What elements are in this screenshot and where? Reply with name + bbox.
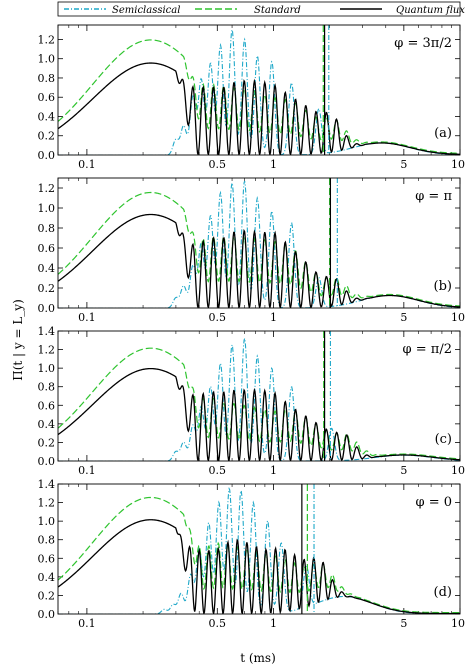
x-tick-label: 10 [451, 464, 465, 477]
y-tick-label: 0.4 [38, 418, 56, 431]
y-tick-label: 0.2 [38, 589, 56, 602]
legend-label-3: Quantum flux [396, 5, 465, 16]
x-tick-label: 10 [451, 311, 465, 324]
legend-label-2: Standard [254, 5, 301, 16]
y-tick-label: 0.8 [38, 222, 56, 235]
legend: Semiclassical Standard Quantum flux [57, 1, 465, 17]
x-tick-label: 0.1 [78, 617, 96, 630]
series-quantum-flux [58, 213, 460, 308]
panel-frame [57, 24, 461, 156]
y-tick-label: 1.0 [38, 515, 56, 528]
y-tick-label: 0.6 [38, 552, 56, 565]
mean-lines [301, 484, 315, 614]
curves [58, 487, 460, 614]
panel-frame [57, 177, 461, 309]
y-tick-label: 0.2 [38, 282, 56, 295]
y-tick-label: 0.6 [38, 399, 56, 412]
panel-0: 0.1 0.5 1 5 10 0.0 0.2 0.4 0.6 0.8 1.0 1.2 φ = 3π/2 (… [38, 24, 465, 171]
series-quantum-flux [58, 62, 460, 155]
y-tick-label: 0.8 [38, 534, 56, 547]
axis-ticks: 0.1 0.5 1 5 10 0.0 0.2 0.4 0.6 0.8 1.0 1.2 [38, 178, 465, 324]
y-tick-label: 0.8 [38, 72, 56, 85]
x-tick-label: 1 [270, 311, 277, 324]
series-quantum-flux [58, 367, 460, 461]
y-tick-label: 0.0 [38, 302, 56, 315]
curves [58, 338, 460, 461]
y-tick-label: 0.2 [38, 130, 56, 143]
x-tick-label: 5 [400, 158, 407, 171]
y-tick-label: 1.2 [38, 344, 56, 357]
y-tick-label: 0.4 [38, 110, 56, 123]
series-semiclassical [58, 338, 460, 461]
x-tick-label: 1 [270, 464, 277, 477]
x-tick-label: 10 [451, 617, 465, 630]
legend-label-1: Semiclassical [112, 5, 180, 16]
y-tick-label: 1.2 [38, 33, 56, 46]
series-standard [58, 191, 460, 307]
curves [58, 29, 460, 155]
mean-lines [329, 178, 338, 308]
y-tick-label: 0.6 [38, 242, 56, 255]
y-tick-label: 1.2 [38, 182, 56, 195]
x-tick-label: 0.1 [78, 464, 96, 477]
panel-2: 0.1 0.5 1 5 10 0.0 0.2 0.4 0.6 0.8 1.0 1.2 1.4 φ = π/… [38, 325, 466, 477]
y-tick-label: 0.4 [38, 571, 56, 584]
y-tick-label: 0.8 [38, 381, 56, 394]
panel-3: 0.1 0.5 1 5 10 0.0 0.2 0.4 0.6 0.8 1.0 1.2 1.4 φ = 0 (… [38, 478, 466, 630]
phase-label: φ = π [415, 189, 452, 204]
x-tick-label: 0.5 [209, 158, 227, 171]
series-standard [58, 39, 460, 154]
x-tick-label: 0.5 [209, 311, 227, 324]
y-tick-label: 1.0 [38, 202, 56, 215]
curves [58, 180, 460, 308]
panel-frame [57, 483, 461, 615]
y-tick-label: 1.2 [38, 497, 56, 510]
x-tick-label: 5 [400, 464, 407, 477]
y-tick-label: 1.4 [38, 325, 56, 338]
y-tick-label: 1.0 [38, 53, 56, 66]
axis-ticks: 0.1 0.5 1 5 10 0.0 0.2 0.4 0.6 0.8 1.0 1.2 1.4 [38, 325, 466, 477]
mean-lines [323, 331, 331, 461]
y-tick-label: 0.0 [38, 149, 56, 162]
x-tick-label: 0.5 [209, 464, 227, 477]
x-tick-label: 1 [270, 617, 277, 630]
y-tick-label: 0.0 [38, 608, 56, 621]
x-tick-label: 0.1 [78, 311, 96, 324]
x-tick-label: 5 [400, 617, 407, 630]
x-axis-label: t (ms) [240, 651, 276, 665]
panel-1: 0.1 0.5 1 5 10 0.0 0.2 0.4 0.6 0.8 1.0 1.2 φ = π (b) [38, 177, 465, 324]
series-standard [58, 347, 460, 460]
series-semiclassical [58, 180, 460, 308]
x-tick-label: 0.1 [78, 158, 96, 171]
panel-letter: (c) [435, 432, 452, 447]
y-axis-label: Π(t | y = L_y) [11, 299, 25, 381]
panel-letter: (d) [434, 585, 452, 600]
y-tick-label: 0.0 [38, 455, 56, 468]
y-tick-label: 0.6 [38, 91, 56, 104]
phase-label: φ = 3π/2 [394, 36, 452, 51]
x-tick-label: 1 [270, 158, 277, 171]
series-quantum-flux [58, 519, 460, 614]
phase-label: φ = 0 [415, 495, 452, 510]
y-tick-label: 1.0 [38, 362, 56, 375]
panel-letter: (b) [434, 279, 452, 294]
x-tick-label: 0.5 [209, 617, 227, 630]
panel-letter: (a) [434, 126, 452, 141]
x-tick-label: 5 [400, 311, 407, 324]
legend-frame [57, 1, 461, 17]
x-tick-label: 10 [451, 158, 465, 171]
y-tick-label: 1.4 [38, 478, 56, 491]
panel-frame [57, 330, 461, 462]
mean-lines [322, 25, 330, 155]
y-tick-label: 0.2 [38, 436, 56, 449]
phase-label: φ = π/2 [403, 342, 452, 357]
y-tick-label: 0.4 [38, 262, 56, 275]
